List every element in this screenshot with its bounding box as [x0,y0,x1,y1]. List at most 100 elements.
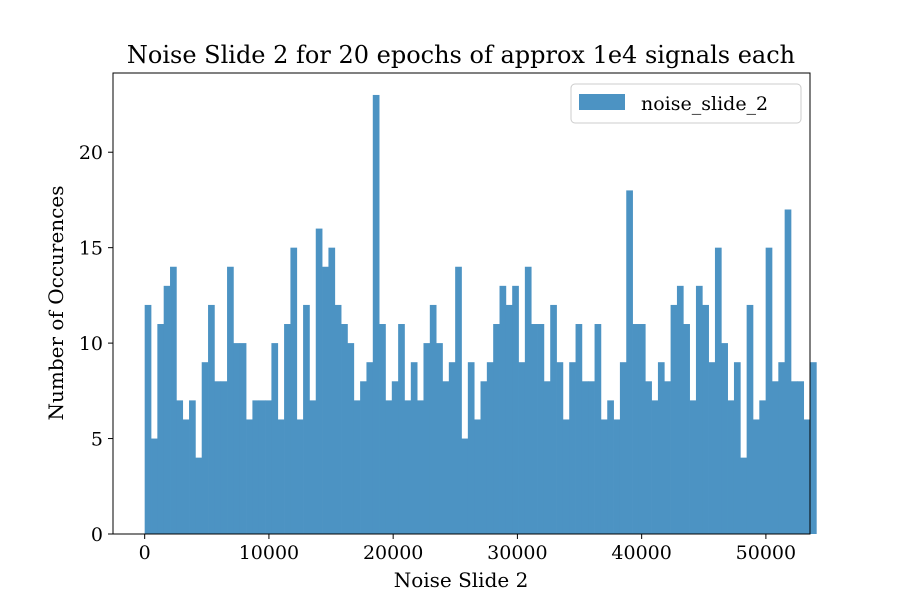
histogram-bar [303,304,310,534]
histogram-bar [569,362,576,534]
histogram-bar [404,400,412,534]
histogram-bar [613,419,621,534]
histogram-bar [379,324,386,534]
histogram-bar [334,304,342,534]
histogram-bar [505,304,513,534]
histogram-bar [670,304,678,534]
histogram-bar [746,304,754,534]
histogram-bar [385,400,393,534]
histogram-bars [144,94,817,535]
histogram-bar [360,381,367,534]
histogram-bar [151,438,158,534]
histogram-bar [626,190,633,534]
histogram-bar [201,362,209,534]
y-axis-ticks: 0 5 10 15 20 [79,142,113,546]
histogram-bar [315,228,323,534]
legend-label: noise_slide_2 [641,93,768,115]
histogram-bar [170,266,177,534]
histogram-bar [733,362,741,534]
histogram-bar [480,381,488,534]
histogram-bar [252,400,260,534]
histogram-bar [436,343,443,534]
histogram-bar [518,362,526,534]
histogram-bar [581,381,589,534]
legend: noise_slide_2 [570,83,802,124]
histogram-bar [784,209,792,535]
histogram-bar [676,285,684,534]
histogram-bar [556,362,564,534]
histogram-bar [246,419,253,534]
histogram-bar [366,362,374,534]
histogram-bar [474,419,481,534]
histogram-bar [550,304,557,534]
histogram-bar [290,247,298,534]
histogram-bar [740,457,747,534]
histogram-bar [341,324,348,534]
histogram-bar [239,343,247,534]
histogram-bar [543,381,551,534]
histogram-bar [638,324,646,534]
histogram-bar [347,343,355,534]
histogram-bar [265,400,272,534]
histogram-bar [524,266,532,534]
histogram-bar [778,362,786,534]
histogram-bar [410,362,418,534]
x-tick-label: 30000 [487,542,547,564]
histogram-bar [714,247,722,534]
histogram-bar [600,419,608,534]
histogram-bar [537,324,545,534]
histogram-bar [455,266,462,534]
histogram-bar [588,381,595,534]
histogram-bar [645,381,652,534]
histogram-bar [227,266,234,534]
legend-frame [570,83,802,124]
histogram-bar [448,362,456,534]
histogram-bar [771,381,779,534]
histogram-bar [398,324,405,534]
x-tick-label: 50000 [736,542,796,564]
histogram-bar [277,419,285,534]
histogram-bar [664,381,671,534]
histogram-bar [353,400,361,534]
histogram-bar [296,419,304,534]
y-tick-label: 0 [91,524,103,546]
histogram-bar [176,400,184,534]
histogram-bar [214,381,222,534]
histogram-bar [810,362,817,534]
histogram-bar [759,400,766,534]
histogram-bar [189,400,196,534]
histogram-bar [651,400,659,534]
histogram-bar [790,381,798,534]
x-tick-label: 40000 [611,542,671,564]
chart-title: Noise Slide 2 for 20 epochs of approx 1e… [127,41,795,69]
histogram-bar [702,304,709,534]
histogram-bar [461,438,469,534]
histogram-bar [727,400,735,534]
histogram-bar [467,362,475,534]
histogram-bar [803,419,811,534]
histogram-bar [695,285,703,534]
histogram-bar [220,381,228,534]
histogram-bar [372,94,380,534]
histogram-bar [493,324,500,534]
histogram-bar [144,304,152,534]
histogram-bar [683,324,690,534]
histogram-bar [562,419,570,534]
histogram-bar [619,362,627,534]
histogram-bar [417,400,424,534]
histogram-bar [721,343,728,534]
histogram-bar [797,381,805,534]
histogram-bar [391,381,399,534]
histogram-bar [195,457,203,534]
x-axis-label: Noise Slide 2 [394,568,529,592]
histogram-bar [258,400,266,534]
histogram-bar [322,266,329,534]
histogram-bar [429,304,437,534]
x-axis-ticks: 0 10000 20000 30000 40000 50000 [139,534,796,564]
x-tick-label: 0 [139,542,151,564]
histogram-bar [594,324,602,534]
histogram-bar [271,343,279,534]
histogram-bar [284,324,291,534]
histogram-bar [157,324,165,534]
histogram-bar [575,324,583,534]
